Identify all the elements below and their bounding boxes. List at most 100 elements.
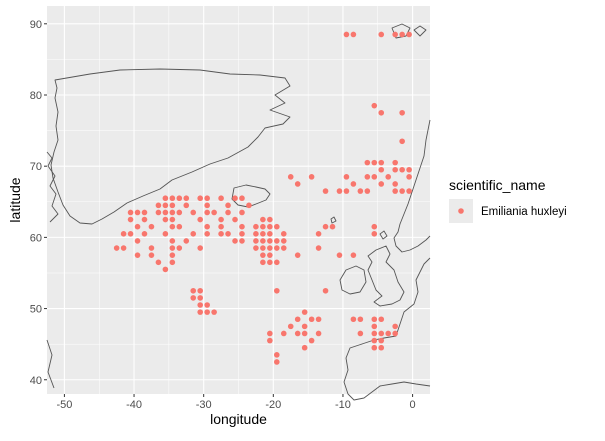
- data-point: [141, 216, 148, 223]
- data-point: [197, 295, 203, 301]
- data-point: [343, 31, 350, 38]
- data-point: [350, 252, 357, 258]
- data-point: [197, 216, 203, 223]
- legend: scientific_name Emiliania huxleyi: [449, 177, 567, 223]
- data-point: [169, 259, 176, 266]
- data-point: [127, 216, 134, 223]
- data-point: [197, 287, 203, 294]
- ireland-coastline: [339, 265, 367, 295]
- data-point: [218, 231, 224, 237]
- data-point: [169, 209, 176, 216]
- data-point: [280, 245, 287, 251]
- data-point: [253, 245, 259, 251]
- data-point: [371, 223, 378, 230]
- data-point: [218, 216, 224, 223]
- data-point: [336, 188, 343, 194]
- data-point: [385, 174, 392, 180]
- data-point: [190, 295, 197, 301]
- data-point: [162, 195, 169, 202]
- data-point: [274, 259, 280, 266]
- data-point: [378, 166, 385, 173]
- y-tick-label: 60: [30, 232, 42, 244]
- data-point: [399, 109, 405, 116]
- x-axis-ticks: -50 -40 -30 -20 -10 0: [56, 394, 416, 411]
- data-point: [371, 323, 378, 330]
- data-point: [232, 216, 238, 223]
- data-point: [120, 245, 127, 251]
- data-point: [162, 209, 169, 216]
- data-point: [343, 188, 350, 194]
- data-point: [301, 344, 308, 351]
- data-point: [267, 330, 273, 337]
- data-point: [399, 188, 405, 194]
- data-point: [204, 223, 210, 230]
- data-point: [392, 31, 398, 38]
- data-point: [169, 202, 176, 209]
- svalbard-coastline-2: [413, 25, 427, 37]
- data-point: [294, 316, 301, 323]
- data-point: [294, 181, 301, 187]
- data-point: [371, 330, 378, 337]
- data-point: [371, 102, 378, 109]
- data-point: [134, 252, 141, 258]
- canada-coastline: [46, 151, 59, 223]
- data-point: [274, 352, 280, 358]
- x-tick-label: -10: [335, 399, 351, 411]
- data-point: [162, 231, 169, 237]
- data-point: [267, 245, 273, 251]
- data-point: [322, 188, 329, 194]
- data-point: [329, 223, 336, 230]
- data-point: [294, 330, 301, 337]
- data-point: [204, 209, 210, 216]
- data-point: [197, 302, 203, 308]
- data-point: [378, 344, 385, 351]
- data-point: [197, 245, 203, 251]
- data-point: [232, 195, 238, 202]
- greenland-coastline: [50, 68, 291, 225]
- data-point: [315, 245, 322, 251]
- legend-label-emiliania-huxleyi: Emiliania huxleyi: [481, 206, 567, 218]
- major-gridlines: [47, 6, 430, 394]
- data-point: [127, 231, 134, 237]
- data-point: [280, 238, 287, 244]
- data-point: [120, 231, 127, 237]
- data-point: [364, 174, 371, 180]
- data-point: [162, 216, 169, 223]
- y-axis-title: latitude: [7, 177, 23, 222]
- data-point: [169, 245, 176, 251]
- data-point: [294, 252, 301, 258]
- shetland-coastline: [379, 230, 388, 240]
- data-point: [204, 309, 210, 315]
- data-point: [239, 195, 245, 202]
- norway-coastline: [393, 119, 431, 253]
- data-point: [239, 238, 245, 244]
- data-point: [162, 202, 169, 209]
- data-point: [364, 188, 371, 194]
- europe-coastline: [343, 257, 431, 401]
- data-point: [169, 195, 176, 202]
- data-point: [267, 238, 273, 244]
- coastline-map: [46, 23, 431, 401]
- data-point: [274, 245, 280, 251]
- data-point: [399, 31, 405, 38]
- data-point: [176, 195, 183, 202]
- data-point: [308, 337, 315, 344]
- y-tick-label: 80: [30, 90, 42, 102]
- data-point: [371, 337, 378, 344]
- data-point: [267, 337, 273, 344]
- data-point: [315, 231, 322, 237]
- data-point: [406, 174, 412, 180]
- data-point: [406, 188, 412, 194]
- data-point: [392, 323, 398, 330]
- data-point: [197, 309, 203, 315]
- y-tick-label: 50: [30, 304, 42, 316]
- data-point: [148, 223, 155, 230]
- data-point: [301, 309, 308, 315]
- data-point: [308, 174, 315, 180]
- data-point: [204, 231, 210, 237]
- data-point: [287, 323, 294, 330]
- data-point: [364, 159, 371, 166]
- data-point: [148, 252, 155, 258]
- data-point: [239, 231, 245, 237]
- data-point: [218, 223, 224, 230]
